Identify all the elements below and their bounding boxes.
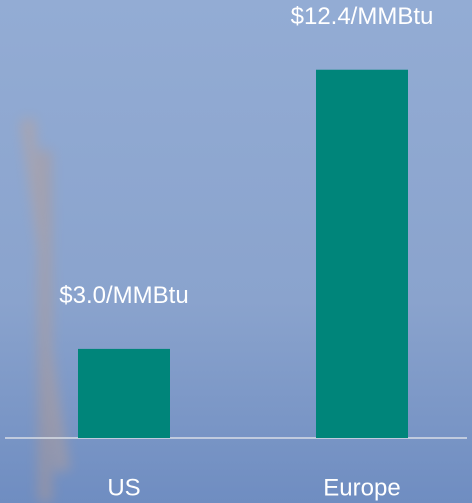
value-label: $12.4/MMBtu [291,3,434,30]
bar [316,69,408,438]
background-turbine [20,118,70,503]
value-label: $3.0/MMBtu [59,282,188,309]
x-tick-label: US [107,474,140,501]
x-tick-label: Europe [323,474,400,501]
bar [78,348,170,438]
